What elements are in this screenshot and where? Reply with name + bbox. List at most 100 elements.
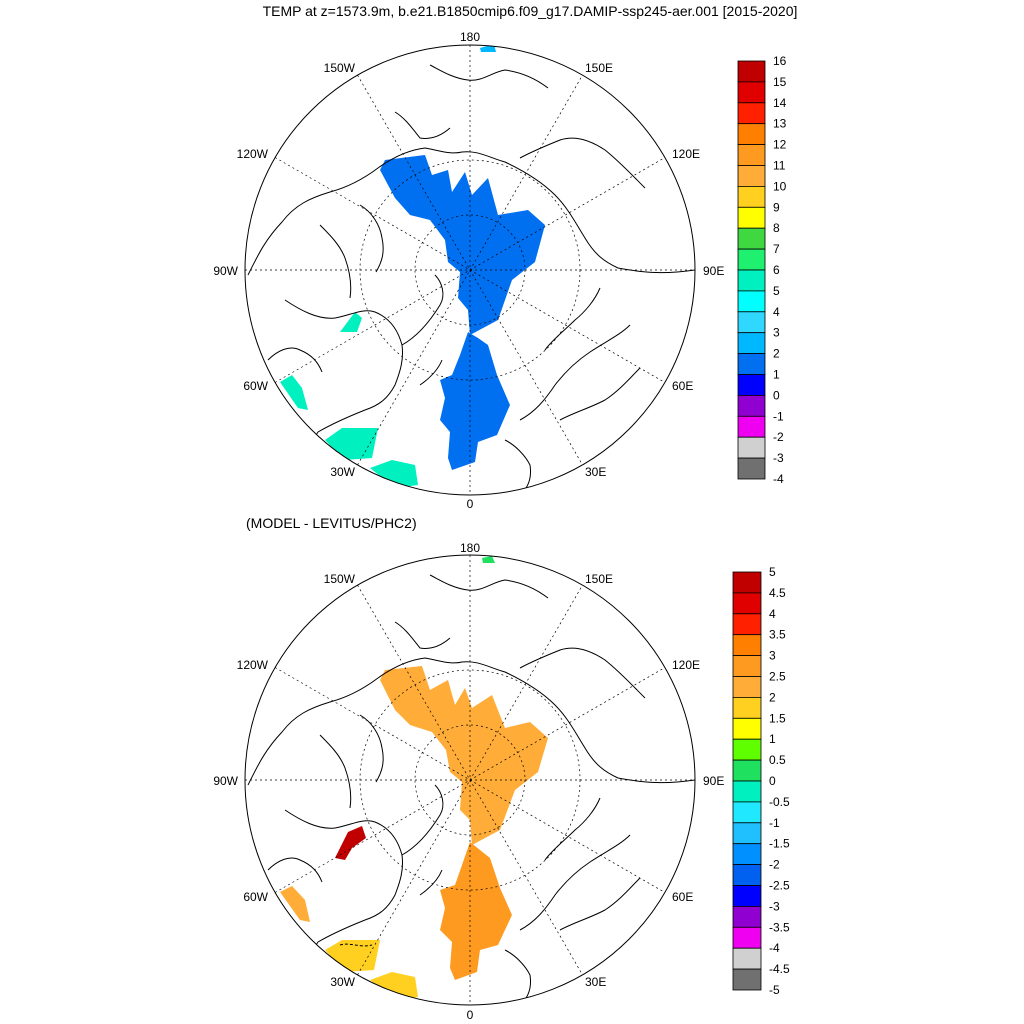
- p1-lon-120e: 120E: [672, 147, 700, 161]
- p1-lon-90w: 90W: [213, 264, 238, 278]
- colorbar-tick-label: 0: [769, 774, 776, 788]
- p1-lon-150w: 150W: [324, 61, 356, 75]
- colorbar-swatch: [732, 697, 762, 719]
- colorbar-tick-label: 2: [769, 690, 776, 704]
- p1-region-irminger: [325, 428, 378, 460]
- p2-region-iceland: [370, 972, 418, 1000]
- colorbar-tick-label: -0.5: [769, 795, 790, 809]
- p1-lon-150e: 150E: [585, 61, 613, 75]
- panel-2-lon-labels: 180 150E 120E 90E 60E 30E 0 30W 60W 90W …: [213, 541, 724, 1022]
- colorbar-tick-label: 0.5: [769, 753, 786, 767]
- panel-1-map-border: [244, 44, 696, 496]
- colorbar-tick-label: -1: [769, 816, 780, 830]
- colorbar-swatch: [737, 123, 766, 145]
- panel-1-gridlines: [245, 45, 695, 495]
- colorbar-tick-label: 5: [769, 565, 776, 579]
- p2-lon-30e: 30E: [585, 975, 606, 989]
- colorbar-swatch: [737, 415, 766, 438]
- colorbar-tick-label: 5: [773, 284, 780, 298]
- colorbar-swatch: [732, 655, 762, 677]
- colorbar-swatch: [732, 717, 762, 740]
- colorbar-tick-label: 3: [769, 649, 776, 663]
- p2-region-nordic: [440, 842, 512, 980]
- colorbar-swatch: [737, 290, 766, 313]
- colorbar-tick-label: 3.5: [769, 628, 786, 642]
- colorbar-tick-label: 7: [773, 242, 780, 256]
- colorbar-swatch: [732, 843, 762, 866]
- p2-lon-60w: 60W: [243, 890, 268, 904]
- colorbar-swatch: [737, 206, 766, 229]
- colorbar-tick-label: 3: [773, 326, 780, 340]
- colorbar-swatch: [732, 968, 762, 991]
- p1-lon-30w: 30W: [330, 465, 355, 479]
- colorbar-tick-label: 16: [773, 54, 787, 68]
- colorbar-tick-label: 15: [773, 75, 787, 89]
- p1-region-baffin: [340, 312, 362, 332]
- p1-region-iceland: [370, 460, 418, 488]
- colorbar-tick-label: 12: [773, 138, 787, 152]
- panel-1-title: TEMP at z=1573.9m, b.e21.B1850cmip6.f09_…: [263, 3, 798, 19]
- colorbar-tick-label: -3: [769, 899, 780, 913]
- colorbar-swatch: [732, 947, 762, 970]
- colorbar-tick-label: -1.5: [769, 837, 790, 851]
- p2-region-baffin: [335, 826, 366, 860]
- colorbar-swatch: [732, 634, 762, 657]
- colorbar-tick-label: -5: [769, 983, 780, 997]
- colorbar-swatch: [732, 571, 762, 594]
- p2-lon-150w: 150W: [324, 572, 356, 586]
- colorbar-tick-label: 2: [773, 347, 780, 361]
- colorbar-swatch: [737, 227, 766, 250]
- colorbar-swatch: [737, 436, 766, 459]
- p2-lon-150e: 150E: [585, 572, 613, 586]
- p1-region-labrador: [280, 375, 308, 410]
- colorbar-tick-label: -2: [769, 858, 780, 872]
- panel-2-map-border: [244, 554, 696, 1006]
- colorbar-swatch: [732, 738, 762, 761]
- panel-2-coastlines: [247, 574, 695, 1005]
- colorbar-tick-label: -2.5: [769, 879, 790, 893]
- p1-lon-30e: 30E: [585, 465, 606, 479]
- colorbar-tick-label: 4: [773, 305, 780, 319]
- p2-lon-30w: 30W: [330, 975, 355, 989]
- colorbar-swatch: [737, 144, 766, 166]
- colorbar-swatch: [737, 353, 766, 375]
- colorbar-tick-label: 4.5: [769, 586, 786, 600]
- colorbar-swatch: [737, 81, 766, 104]
- p1-lon-120w: 120W: [237, 147, 269, 161]
- colorbar-tick-label: 6: [773, 263, 780, 277]
- colorbar-tick-label: 8: [773, 221, 780, 235]
- p1-lon-180: 180: [460, 30, 480, 44]
- colorbar-swatch: [737, 165, 766, 187]
- p2-lon-180: 180: [460, 541, 480, 555]
- panel-2-colorbar: 5 4.5 4 3.5 3 2.5 2 1.5 1 0.5 0 -0.5 -1 -1.5 -2 -2.5 -3 -…: [732, 565, 790, 997]
- p2-lon-90w: 90W: [213, 774, 238, 788]
- colorbar-swatch: [732, 759, 762, 782]
- colorbar-swatch: [732, 864, 762, 886]
- panel-1-map: [245, 45, 695, 495]
- colorbar-tick-label: 1: [769, 732, 776, 746]
- colorbar-tick-label: 13: [773, 117, 787, 131]
- p1-lon-0: 0: [467, 497, 474, 511]
- colorbar-swatch: [737, 102, 766, 125]
- colorbar-tick-label: -3: [773, 451, 784, 465]
- colorbar-tick-label: -3.5: [769, 920, 790, 934]
- colorbar-tick-label: 9: [773, 200, 780, 214]
- colorbar-tick-label: -4.5: [769, 962, 790, 976]
- colorbar-tick-label: -2: [773, 430, 784, 444]
- colorbar-swatch: [737, 248, 766, 271]
- colorbar-swatch: [732, 613, 762, 636]
- colorbar-swatch: [732, 592, 762, 615]
- colorbar-swatch: [732, 780, 762, 803]
- panel-2: (MODEL - LEVITUS/PHC2): [213, 515, 790, 1022]
- p1-region-nordic: [440, 332, 510, 470]
- colorbar-swatch: [737, 60, 766, 83]
- colorbar-swatch: [732, 885, 762, 907]
- colorbar-tick-label: 2.5: [769, 670, 786, 684]
- colorbar-swatch: [737, 394, 766, 417]
- p2-region-labrador: [280, 886, 310, 922]
- colorbar-tick-label: 1: [773, 368, 780, 382]
- colorbar-swatch: [732, 822, 762, 845]
- panel-1: TEMP at z=1573.9m, b.e21.B1850cmip6.f09_…: [213, 3, 797, 511]
